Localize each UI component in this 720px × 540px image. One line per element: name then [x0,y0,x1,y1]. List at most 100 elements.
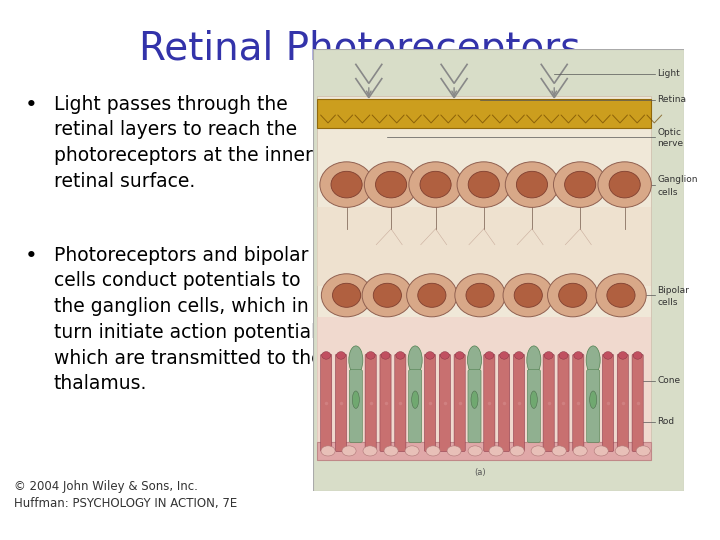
Text: Retinal Photoreceptors: Retinal Photoreceptors [139,30,581,68]
Text: •: • [25,94,38,114]
FancyBboxPatch shape [587,369,600,442]
Bar [317,318,651,460]
Circle shape [409,162,462,207]
FancyBboxPatch shape [336,354,346,451]
Circle shape [441,352,449,359]
Circle shape [331,171,362,198]
Circle shape [418,284,446,307]
Text: Bipolar: Bipolar [657,286,689,295]
Ellipse shape [636,446,650,456]
Circle shape [544,352,553,359]
Ellipse shape [342,446,356,456]
Ellipse shape [467,346,482,374]
FancyBboxPatch shape [454,354,465,451]
Ellipse shape [405,446,419,456]
Circle shape [381,352,390,359]
Circle shape [485,352,494,359]
Circle shape [559,352,568,359]
FancyBboxPatch shape [365,354,377,451]
Ellipse shape [363,446,377,456]
Circle shape [466,284,494,307]
FancyBboxPatch shape [543,354,554,451]
Text: (a): (a) [474,468,486,477]
Ellipse shape [447,446,461,456]
Circle shape [322,352,330,359]
Ellipse shape [531,391,537,408]
FancyBboxPatch shape [409,369,422,442]
Ellipse shape [510,446,524,456]
FancyBboxPatch shape [380,354,391,451]
Text: Cone: Cone [657,376,680,385]
Circle shape [455,274,505,317]
Circle shape [362,274,413,317]
Circle shape [554,162,607,207]
FancyBboxPatch shape [558,354,569,451]
Circle shape [574,352,582,359]
Text: Retina: Retina [657,96,686,104]
Circle shape [609,171,640,198]
Circle shape [559,284,587,307]
Circle shape [547,274,598,317]
Ellipse shape [586,346,600,374]
Text: Optic: Optic [657,128,681,137]
Circle shape [468,171,500,198]
FancyBboxPatch shape [513,354,525,451]
Circle shape [366,352,375,359]
Ellipse shape [531,446,545,456]
Circle shape [457,162,510,207]
Text: Light passes through the
retinal layers to reach the
photoreceptors at the inner: Light passes through the retinal layers … [54,94,313,191]
FancyBboxPatch shape [395,354,406,451]
Ellipse shape [321,446,335,456]
Circle shape [420,171,451,198]
Circle shape [321,274,372,317]
Circle shape [603,352,613,359]
Bar [317,207,651,286]
Circle shape [595,274,646,317]
Circle shape [364,162,418,207]
Text: Photoreceptors and bipolar
cells conduct potentials to
the ganglion cells, which: Photoreceptors and bipolar cells conduct… [54,246,326,394]
Circle shape [320,162,373,207]
Ellipse shape [352,391,359,408]
Text: Light: Light [657,70,680,78]
Text: Ganglion: Ganglion [657,176,698,184]
Ellipse shape [412,391,418,408]
Bar [317,96,651,460]
Ellipse shape [426,446,440,456]
Ellipse shape [471,391,478,408]
Ellipse shape [590,391,597,408]
Ellipse shape [468,446,482,456]
Ellipse shape [408,346,422,374]
FancyBboxPatch shape [498,354,510,451]
Circle shape [564,171,595,198]
Circle shape [455,352,464,359]
FancyBboxPatch shape [527,369,540,442]
FancyBboxPatch shape [632,354,643,451]
Ellipse shape [573,446,588,456]
Text: nerve: nerve [657,139,683,148]
Circle shape [373,284,402,307]
Circle shape [407,274,457,317]
Circle shape [426,352,434,359]
Bar [317,442,651,460]
Circle shape [607,284,635,307]
Circle shape [618,352,627,359]
Text: Rod: Rod [657,417,675,426]
Circle shape [333,284,361,307]
Circle shape [514,284,542,307]
Text: •: • [25,246,38,266]
Ellipse shape [527,346,541,374]
Circle shape [505,162,559,207]
Ellipse shape [348,346,363,374]
FancyBboxPatch shape [425,354,436,451]
FancyBboxPatch shape [617,354,629,451]
Circle shape [376,171,407,198]
Ellipse shape [552,446,566,456]
Circle shape [336,352,346,359]
Ellipse shape [384,446,398,456]
FancyBboxPatch shape [484,354,495,451]
Text: cells: cells [657,188,678,197]
FancyBboxPatch shape [349,369,362,442]
Circle shape [396,352,405,359]
Ellipse shape [594,446,608,456]
Circle shape [515,352,523,359]
